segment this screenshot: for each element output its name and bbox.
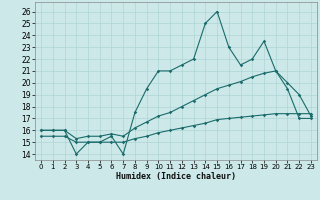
X-axis label: Humidex (Indice chaleur): Humidex (Indice chaleur) [116,172,236,181]
